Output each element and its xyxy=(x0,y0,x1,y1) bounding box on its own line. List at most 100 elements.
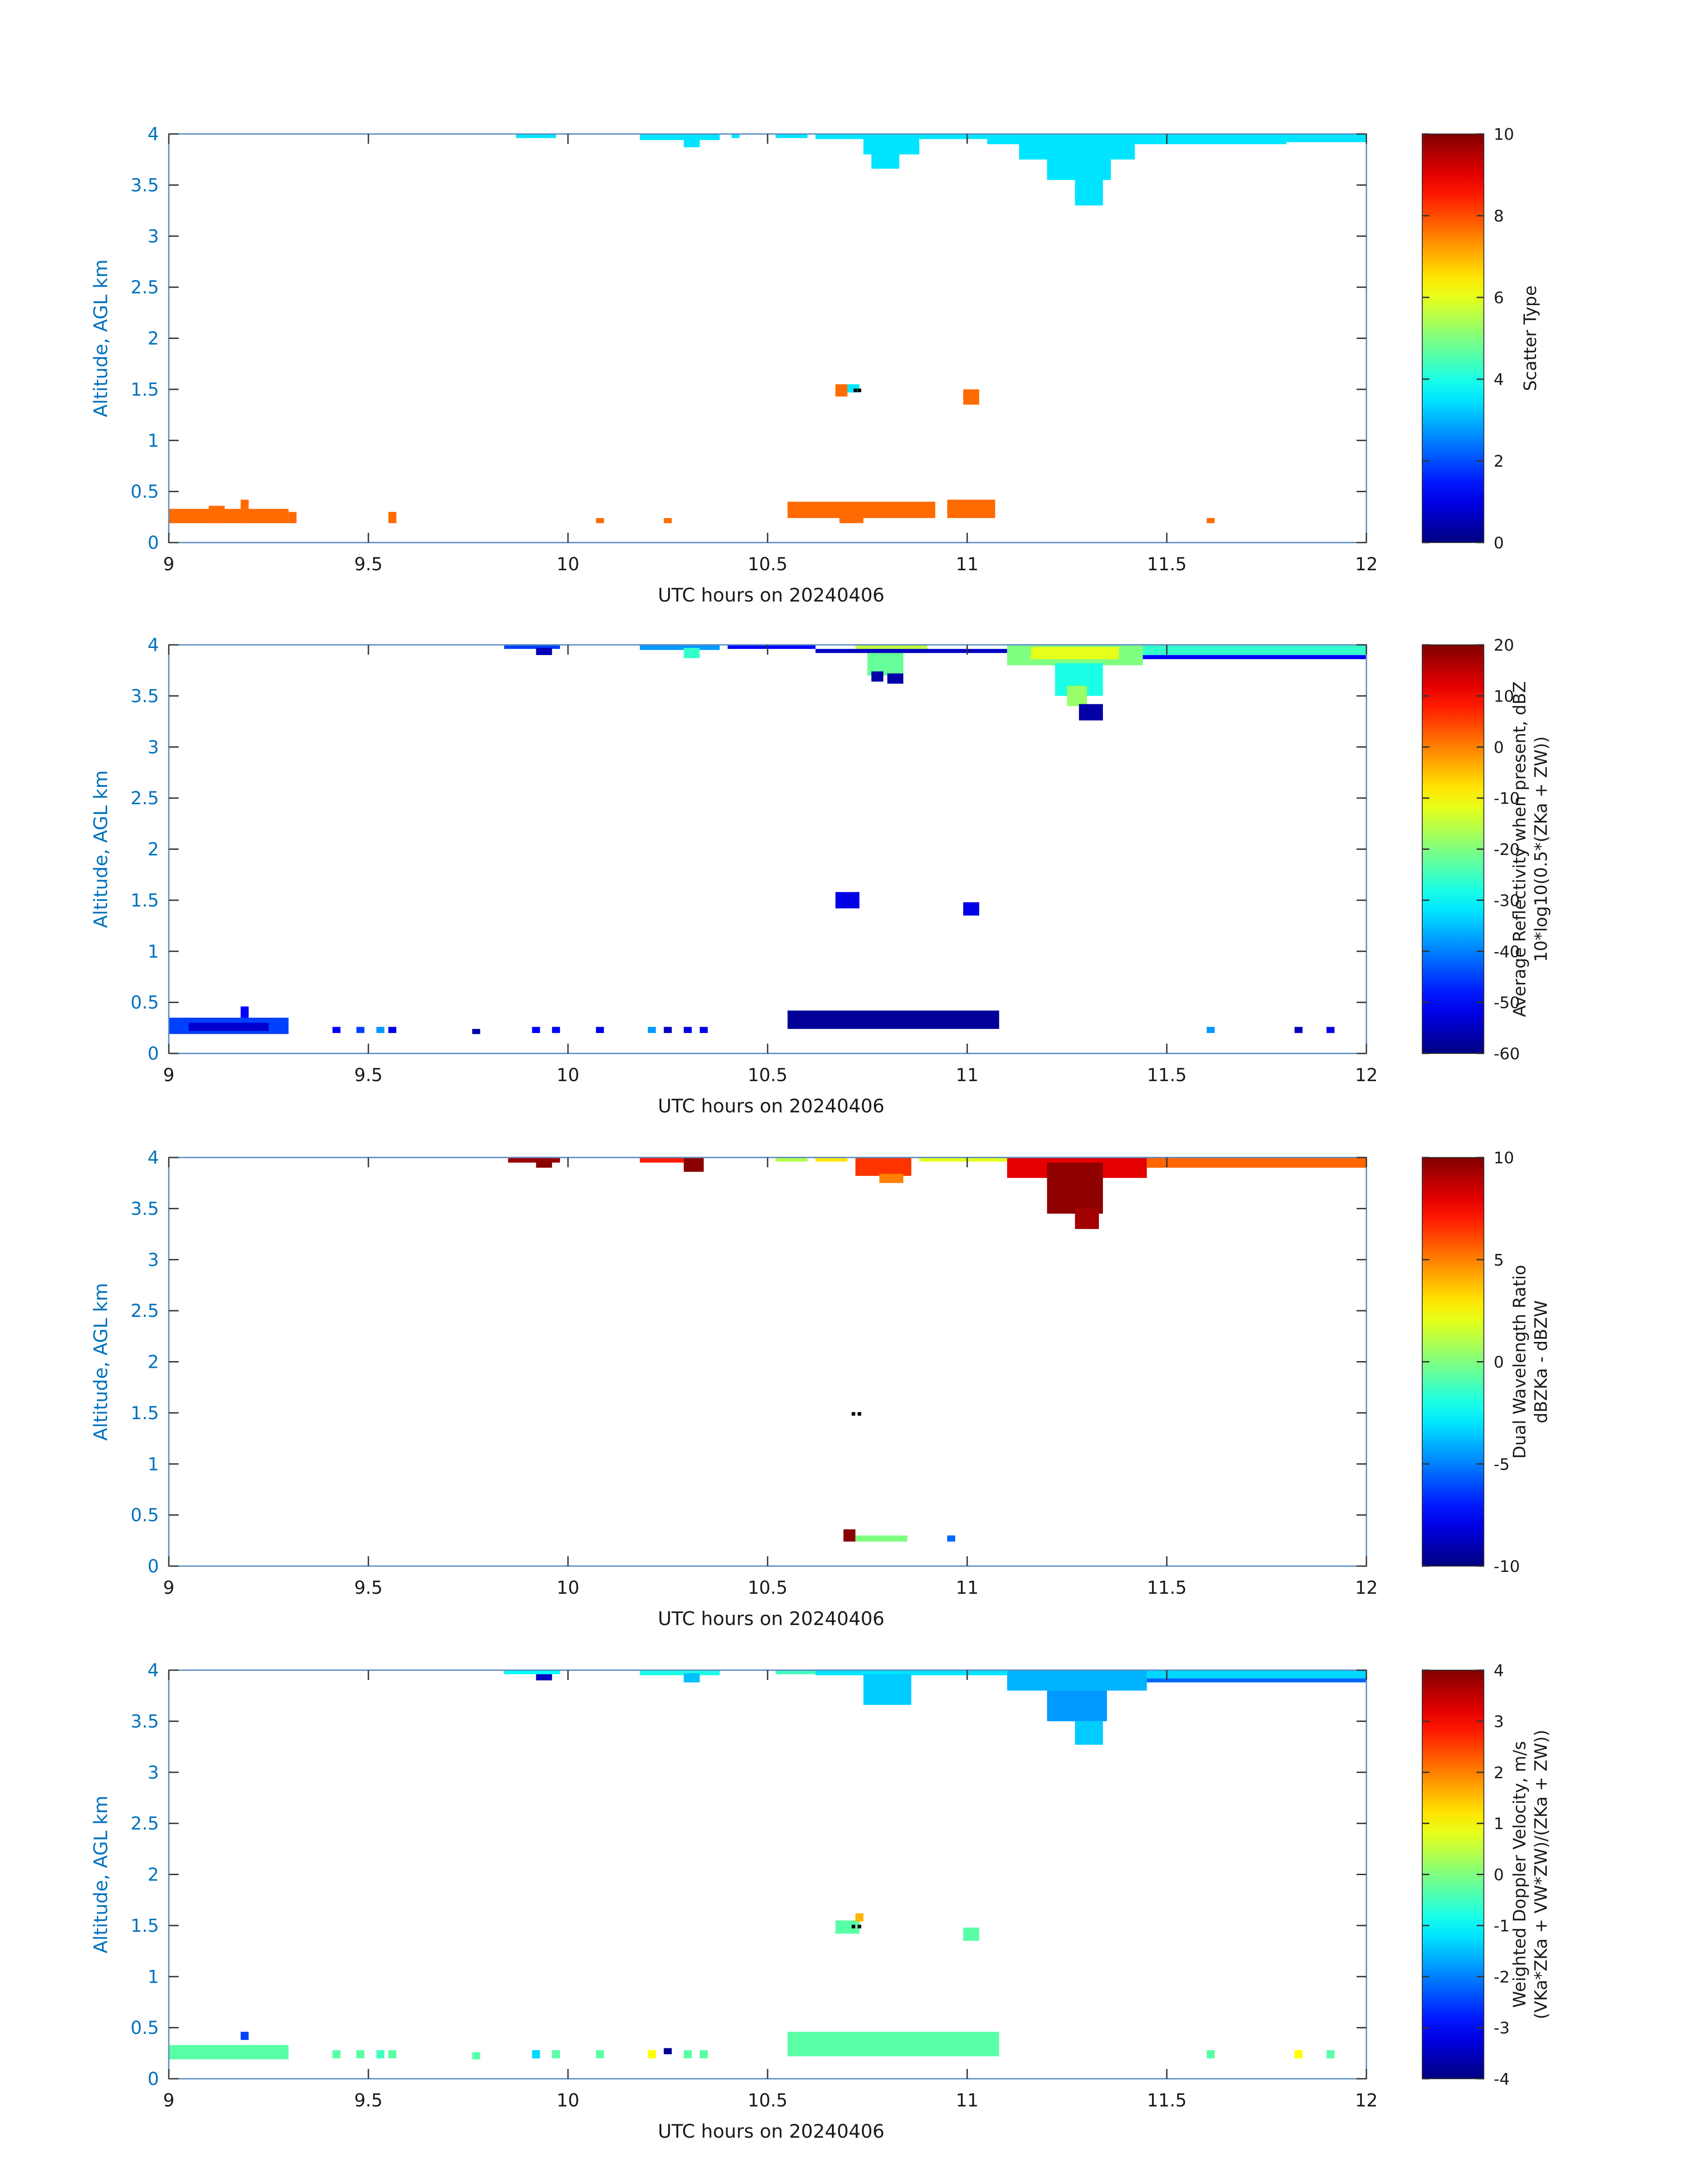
heatmap-cell xyxy=(727,645,816,649)
heatmap-cell xyxy=(731,134,740,138)
heatmap-cell xyxy=(815,649,1007,653)
colorbar-tick-label: 4 xyxy=(1494,371,1504,389)
heatmap-cell xyxy=(240,499,249,523)
colorbar-tick-label: -5 xyxy=(1494,1455,1510,1474)
heatmap-cell xyxy=(516,134,556,138)
heatmap-cell xyxy=(356,1027,365,1033)
x-tick-label: 10.5 xyxy=(748,1578,787,1598)
colorbar-tick-label: 5 xyxy=(1494,1251,1504,1270)
heatmap-cell xyxy=(639,134,720,140)
heatmap-cell xyxy=(664,518,672,523)
heatmap-cell xyxy=(1075,1208,1099,1229)
colorbar-label-line-2: dBZKa - dBZW xyxy=(1531,1300,1551,1423)
heatmap-cell xyxy=(835,1920,860,1934)
colorbar-tick-label: -40 xyxy=(1494,943,1520,961)
y-tick-label: 4 xyxy=(148,1660,159,1681)
heatmap-cell xyxy=(947,1535,956,1542)
data-point xyxy=(857,1925,861,1929)
heatmap-cell xyxy=(532,1027,540,1033)
colorbar-tick-label: -50 xyxy=(1494,994,1520,1012)
y-tick-label: 1.5 xyxy=(130,380,159,400)
heatmap-cell xyxy=(1047,1690,1107,1722)
heatmap-cell xyxy=(863,1674,911,1705)
heatmap-cell xyxy=(963,902,979,916)
colorbar-label-line-2: 10*log10(0.5*(ZKa + ZW)) xyxy=(1531,736,1551,962)
heatmap-cell xyxy=(1326,1027,1335,1033)
heatmap-cell xyxy=(855,1157,911,1176)
plot-area xyxy=(169,134,1366,543)
colorbar-label-line-1: Dual Wavelength Ratio xyxy=(1510,1265,1529,1458)
heatmap-cell xyxy=(835,384,848,397)
heatmap-cell xyxy=(532,2050,540,2059)
heatmap-cell xyxy=(664,2048,672,2055)
x-tick-label: 10.5 xyxy=(748,2090,787,2111)
heatmap-cell xyxy=(1147,1157,1366,1168)
heatmap-cell xyxy=(879,1174,903,1183)
colorbar: -10 -5 0 5 10 Dual Wavelength Ratio dBZKa - dB… xyxy=(1422,1149,1551,1576)
heatmap-cell xyxy=(871,671,884,682)
x-tick-label: 12 xyxy=(1355,2090,1378,2111)
y-tick-label: 1.5 xyxy=(130,1403,159,1424)
colorbar-tick-label: 8 xyxy=(1494,207,1504,226)
x-axis-label: UTC hours on 20240406 xyxy=(658,584,885,606)
y-tick-label: 2.5 xyxy=(130,1301,159,1321)
heatmap-cell xyxy=(1326,2050,1335,2059)
colorbar-tick-label: 0 xyxy=(1494,739,1504,757)
heatmap-cell xyxy=(288,512,297,523)
heatmap-cell xyxy=(684,2050,692,2059)
heatmap-cell xyxy=(684,1027,692,1033)
x-tick-label: 10.5 xyxy=(748,1065,787,1086)
y-axis-label: Altitude, AGL km xyxy=(90,1796,112,1953)
heatmap-cell xyxy=(388,1027,397,1033)
y-tick-label: 1.5 xyxy=(130,1916,159,1936)
x-tick-label: 9 xyxy=(163,1578,174,1598)
colorbar-tick-label: -10 xyxy=(1494,790,1520,808)
x-tick-label: 12 xyxy=(1355,1578,1378,1598)
colorbar-label-line-1: Average Reflectivity when present, dBZ xyxy=(1510,681,1529,1017)
heatmap-cell xyxy=(787,2031,999,2056)
x-tick-label: 9.5 xyxy=(354,1578,383,1598)
y-tick-label: 3 xyxy=(148,1763,159,1783)
plot-area xyxy=(169,1157,1366,1566)
heatmap-cell xyxy=(209,506,225,523)
heatmap-cell xyxy=(647,1027,656,1033)
heatmap-cell xyxy=(388,2050,397,2059)
heatmap-cell xyxy=(847,384,860,393)
plot-area xyxy=(169,645,1366,1053)
y-axis-label: Altitude, AGL km xyxy=(90,259,112,417)
y-tick-label: 3 xyxy=(148,1250,159,1270)
y-tick-label: 0.5 xyxy=(130,2018,159,2039)
y-tick-label: 2.5 xyxy=(130,277,159,298)
y-tick-label: 2 xyxy=(148,1865,159,1885)
heatmap-cell xyxy=(1207,1027,1215,1033)
colorbar-tick-label: 20 xyxy=(1494,636,1514,655)
heatmap-cell xyxy=(855,1535,907,1542)
heatmap-cell xyxy=(775,134,808,138)
x-tick-label: 10.5 xyxy=(748,554,787,575)
colorbar-label-line-1: Weighted Doppler Velocity, m/s xyxy=(1510,1741,1529,2008)
x-tick-label: 12 xyxy=(1355,1065,1378,1086)
heatmap-cell xyxy=(871,134,900,169)
y-tick-label: 1 xyxy=(148,1967,159,1987)
colorbar-tick-label: 10 xyxy=(1494,687,1514,706)
colorbar-tick-label: 3 xyxy=(1494,1713,1504,1731)
heatmap-cell xyxy=(815,1157,848,1162)
y-tick-label: 4 xyxy=(148,1148,159,1168)
heatmap-cell xyxy=(684,648,700,658)
heatmap-cell xyxy=(1075,134,1103,206)
heatmap-cell xyxy=(700,1027,708,1033)
x-axis-label: UTC hours on 20240406 xyxy=(658,1608,885,1630)
colorbar-tick-label: 4 xyxy=(1494,1662,1504,1680)
heatmap-cell xyxy=(1207,518,1215,523)
colorbar-tick-label: -4 xyxy=(1494,2070,1510,2089)
heatmap-cell xyxy=(240,1006,249,1018)
heatmap-cell xyxy=(1207,2050,1215,2059)
colorbar-label-line-2: (VKa*ZKa + VW*ZW)/(ZKa + ZW)) xyxy=(1531,1730,1551,2019)
colorbar-tick-label: -20 xyxy=(1494,841,1520,859)
heatmap-cell xyxy=(552,1027,560,1033)
heatmap-cell xyxy=(169,2045,289,2060)
heatmap-cell xyxy=(332,2050,341,2059)
y-tick-label: 1 xyxy=(148,941,159,962)
